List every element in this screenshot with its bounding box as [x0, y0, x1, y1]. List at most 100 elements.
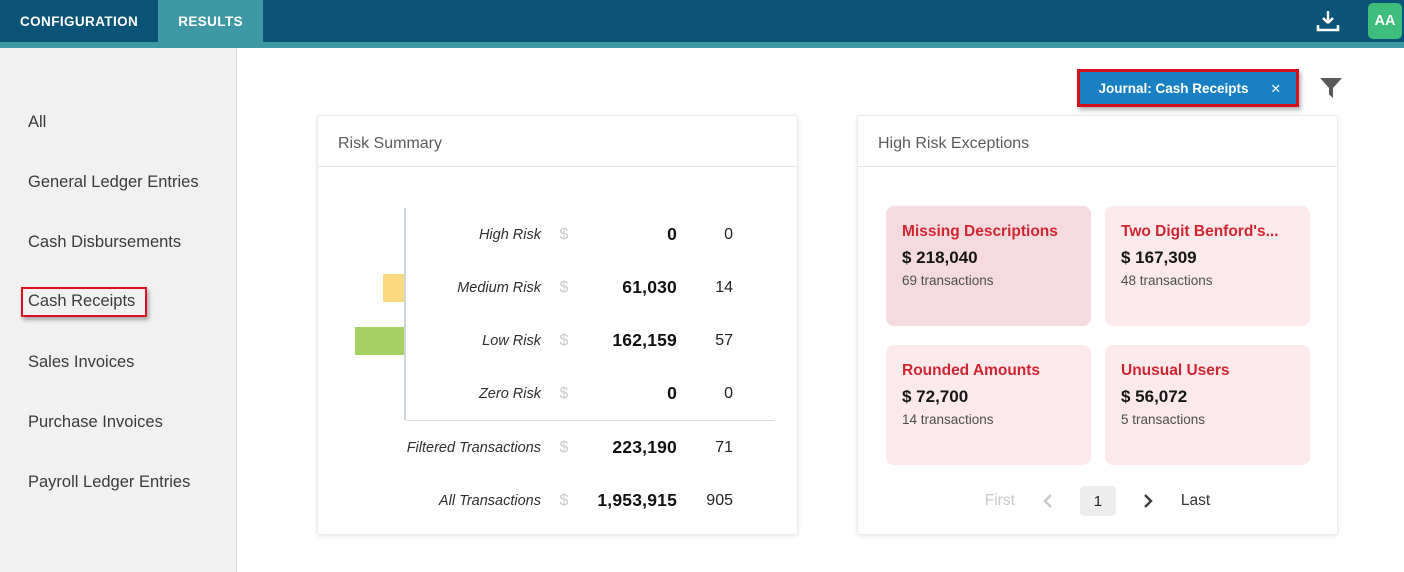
- risk-row-filtered-transactions: Filtered Transactions $ 223,190 71: [318, 421, 797, 474]
- risk-row-low: Low Risk $ 162,159 57: [318, 314, 797, 367]
- exception-tile-unusual-users[interactable]: Unusual Users $ 56,072 5 transactions: [1105, 345, 1310, 465]
- risk-row-count: 0: [724, 384, 733, 402]
- risk-row-label: Low Risk: [482, 332, 541, 349]
- exception-amount: $ 72,700: [902, 387, 969, 406]
- annotation-box-cash-receipts: Cash Receipts: [21, 287, 148, 317]
- risk-summary-table: High Risk $ 0 0 Medium Risk $ 61,030 14: [318, 208, 797, 527]
- risk-row-medium: Medium Risk $ 61,030 14: [318, 261, 797, 314]
- exception-name: Unusual Users: [1121, 362, 1230, 379]
- chip-close-icon[interactable]: ✕: [1270, 81, 1281, 96]
- download-icon[interactable]: [1314, 8, 1342, 34]
- sidebar-item-label: Sales Invoices: [28, 352, 135, 371]
- pagination-first-button[interactable]: First: [984, 492, 1015, 509]
- currency-symbol: $: [559, 331, 569, 349]
- risk-row-all-transactions: All Transactions $ 1,953,915 905: [318, 474, 797, 527]
- exception-transactions: 5 transactions: [1121, 412, 1206, 427]
- spacer: [318, 474, 406, 527]
- pagination: First 1 Last: [858, 486, 1337, 516]
- exception-transactions: 48 transactions: [1121, 273, 1213, 288]
- risk-row-count: 57: [715, 331, 733, 349]
- exception-tile-missing-descriptions[interactable]: Missing Descriptions $ 218,040 69 transa…: [886, 206, 1091, 326]
- sidebar-item-label: Payroll Ledger Entries: [28, 472, 191, 491]
- currency-symbol: $: [559, 225, 569, 243]
- card-title: High Risk Exceptions: [878, 135, 1030, 152]
- sidebar-item-label: Cash Receipts: [28, 292, 136, 310]
- tab-configuration[interactable]: CONFIGURATION: [20, 13, 139, 29]
- risk-row-count: 14: [715, 278, 733, 296]
- filter-icon[interactable]: [1320, 77, 1342, 99]
- pagination-prev-icon[interactable]: [1042, 493, 1053, 509]
- card-title: Risk Summary: [338, 135, 443, 152]
- risk-row-count: 905: [706, 491, 733, 509]
- top-nav: CONFIGURATION RESULTS AA: [0, 0, 1404, 42]
- exception-transactions: 69 transactions: [902, 273, 994, 288]
- filter-chip-label: Journal: Cash Receipts: [1098, 80, 1249, 96]
- spacer: [318, 421, 406, 474]
- exception-transactions: 14 transactions: [902, 412, 994, 427]
- sidebar-item-label: Purchase Invoices: [28, 412, 163, 431]
- exception-amount: $ 56,072: [1121, 387, 1188, 406]
- risk-summary-card: Risk Summary High Risk $ 0 0 Medium Risk…: [317, 115, 798, 535]
- risk-row-zero: Zero Risk $ 0 0: [318, 367, 797, 420]
- exception-tile-two-digit-benfords[interactable]: Two Digit Benford's... $ 167,309 48 tran…: [1105, 206, 1310, 326]
- risk-row-count: 71: [715, 438, 733, 456]
- currency-symbol: $: [559, 278, 569, 296]
- risk-bar-medium: [383, 273, 404, 302]
- risk-row-amount: 0: [667, 224, 677, 244]
- risk-bar-cell: [318, 367, 406, 420]
- currency-symbol: $: [559, 491, 569, 509]
- sidebar-item-cash-receipts[interactable]: Cash Receipts: [0, 272, 236, 332]
- risk-row-label: High Risk: [478, 226, 541, 243]
- sidebar-item-purchase-invoices[interactable]: Purchase Invoices: [0, 392, 236, 452]
- risk-row-label: Medium Risk: [457, 279, 541, 296]
- sidebar-item-payroll-ledger-entries[interactable]: Payroll Ledger Entries: [0, 452, 236, 512]
- risk-bar-low: [355, 326, 404, 355]
- exception-tiles: Missing Descriptions $ 218,040 69 transa…: [886, 206, 1337, 465]
- risk-row-amount: 0: [667, 383, 677, 403]
- sidebar-item-general-ledger-entries[interactable]: General Ledger Entries: [0, 152, 236, 212]
- risk-row-high: High Risk $ 0 0: [318, 208, 797, 261]
- sidebar-item-label: All: [28, 112, 47, 131]
- risk-row-count: 0: [724, 225, 733, 243]
- risk-row-amount: 61,030: [622, 277, 677, 297]
- header-accent-strip: [0, 42, 1404, 48]
- risk-row-label: Zero Risk: [478, 385, 541, 402]
- exception-tile-rounded-amounts[interactable]: Rounded Amounts $ 72,700 14 transactions: [886, 345, 1091, 465]
- sidebar-item-all[interactable]: All: [0, 92, 236, 152]
- risk-row-amount: 223,190: [612, 437, 677, 457]
- pagination-next-icon[interactable]: [1143, 493, 1154, 509]
- risk-bar-cell: [318, 208, 406, 261]
- card-title-divider: [318, 166, 797, 167]
- avatar[interactable]: AA: [1368, 3, 1402, 39]
- sidebar-item-label: Cash Disbursements: [28, 232, 182, 251]
- risk-row-label: All Transactions: [438, 492, 541, 509]
- nav-tabs: CONFIGURATION RESULTS: [0, 0, 264, 42]
- currency-symbol: $: [559, 438, 569, 456]
- filter-bar: Journal: Cash Receipts ✕: [237, 48, 1404, 107]
- risk-bar-cell: [318, 261, 406, 314]
- exception-name: Missing Descriptions: [902, 223, 1058, 240]
- annotation-box-filter-chip: Journal: Cash Receipts ✕: [1077, 69, 1299, 107]
- risk-row-amount: 162,159: [612, 330, 677, 350]
- chart-baseline-divider: [406, 420, 774, 421]
- sidebar: All General Ledger Entries Cash Disburse…: [0, 48, 237, 572]
- pagination-current-page[interactable]: 1: [1079, 486, 1116, 516]
- exception-name: Two Digit Benford's...: [1121, 223, 1279, 240]
- main-content: Journal: Cash Receipts ✕ Risk Summary Hi…: [237, 48, 1404, 572]
- filter-chip[interactable]: Journal: Cash Receipts ✕: [1080, 72, 1296, 104]
- currency-symbol: $: [559, 384, 569, 402]
- risk-row-label: Filtered Transactions: [406, 439, 541, 456]
- pagination-last-button[interactable]: Last: [1180, 492, 1211, 509]
- exception-amount: $ 218,040: [902, 248, 978, 267]
- sidebar-item-sales-invoices[interactable]: Sales Invoices: [0, 332, 236, 392]
- risk-row-amount: 1,953,915: [597, 490, 677, 510]
- sidebar-item-cash-disbursements[interactable]: Cash Disbursements: [0, 212, 236, 272]
- header-actions: AA: [1314, 0, 1404, 42]
- risk-bar-cell: [318, 314, 406, 367]
- card-title-divider: [858, 166, 1337, 167]
- tab-results[interactable]: RESULTS: [158, 0, 264, 42]
- high-risk-exceptions-card: High Risk Exceptions Missing Description…: [857, 115, 1338, 535]
- sidebar-item-label: General Ledger Entries: [28, 172, 199, 191]
- exception-name: Rounded Amounts: [902, 362, 1041, 379]
- exception-amount: $ 167,309: [1121, 248, 1197, 267]
